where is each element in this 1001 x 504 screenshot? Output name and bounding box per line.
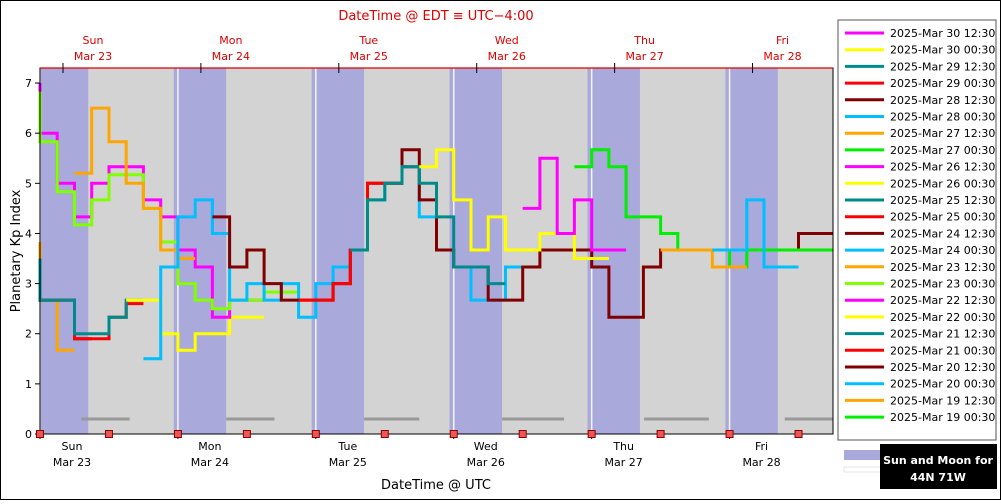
legend-label: 2025-Mar 20 12:30 [890, 361, 995, 374]
x-tick-date: Mar 25 [329, 456, 367, 469]
legend-label: 2025-Mar 25 12:30 [890, 194, 995, 207]
series-line [74, 106, 196, 260]
legend-label: 2025-Mar 23 00:30 [890, 278, 995, 291]
y-tick-label: 1 [25, 378, 32, 391]
legend-label: 2025-Mar 22 12:30 [890, 294, 995, 307]
x-tick-date: Mar 23 [53, 456, 91, 469]
day-marker [36, 430, 44, 438]
day-marker [449, 430, 458, 438]
legend-label: 2025-Mar 26 12:30 [890, 161, 995, 174]
day-marker [656, 430, 665, 438]
top-x-tick-dow: Thu [633, 34, 655, 47]
day-marker [104, 430, 113, 438]
top-x-tick-date: Mar 23 [74, 50, 112, 63]
top-x-tick-dow: Wed [495, 34, 519, 47]
legend-label: 2025-Mar 27 00:30 [890, 144, 995, 157]
top-x-axis: Sun Mar 23 Mon Mar 24 Tue Mar 25 Wed Mar 26 Thu M… [62, 34, 802, 73]
y-tick-label: 7 [25, 77, 32, 90]
y-tick-label: 6 [25, 127, 32, 140]
legend-label: 2025-Mar 29 00:30 [890, 77, 995, 90]
legend-label: 2025-Mar 20 00:30 [890, 378, 995, 391]
legend-night-swatch [844, 450, 884, 460]
legend-label: 2025-Mar 26 00:30 [890, 177, 995, 190]
legend-label: 2025-Mar 22 00:30 [890, 311, 995, 324]
top-x-tick-dow: Mon [219, 34, 242, 47]
y-axis: 0 1 2 3 4 5 6 7 [25, 77, 40, 441]
top-x-tick-dow: Tue [358, 34, 378, 47]
legend-label: 2025-Mar 29 12:30 [890, 60, 995, 73]
legend-label: 2025-Mar 24 00:30 [890, 244, 995, 257]
bottom-axis-title: DateTime @ UTC [381, 478, 491, 493]
legend: 2025-Mar 30 12:30 2025-Mar 30 00:30 2025-M… [845, 27, 995, 424]
y-tick-label: 5 [25, 177, 32, 190]
legend-label: 2025-Mar 19 00:30 [890, 411, 995, 424]
day-marker [311, 430, 320, 438]
top-x-tick-date: Mar 26 [488, 50, 526, 63]
legend-label: 2025-Mar 25 00:30 [890, 211, 995, 224]
sun-moon-badge [880, 444, 997, 489]
x-tick-dow: Tue [337, 440, 357, 453]
day-marker [380, 430, 389, 438]
y-tick-label: 0 [25, 428, 32, 441]
legend-label: 2025-Mar 23 12:30 [890, 261, 995, 274]
y-tick-label: 4 [25, 227, 32, 240]
legend-label: 2025-Mar 19 12:30 [890, 394, 995, 407]
top-x-tick-date: Mar 27 [626, 50, 664, 63]
legend-label: 2025-Mar 24 12:30 [890, 227, 995, 240]
series-line [522, 156, 627, 252]
legend-label: 2025-Mar 30 12:30 [890, 27, 995, 40]
day-marker [518, 430, 527, 438]
day-marker [242, 430, 251, 438]
legend-label: 2025-Mar 28 12:30 [890, 94, 995, 107]
top-x-tick-dow: Sun [83, 34, 104, 47]
series-line [712, 198, 799, 269]
legend-box [837, 19, 997, 441]
legend-label: 2025-Mar 21 12:30 [890, 328, 995, 341]
top-x-tick-date: Mar 28 [763, 50, 801, 63]
night-band [40, 68, 89, 434]
legend-label: 2025-Mar 30 00:30 [890, 44, 995, 57]
y-axis-title: Planetary Kp Index [9, 189, 24, 312]
x-tick-dow: Thu [612, 440, 634, 453]
legend-label: 2025-Mar 27 12:30 [890, 127, 995, 140]
x-tick-date: Mar 28 [742, 456, 780, 469]
day-marker [725, 430, 734, 438]
x-tick-date: Mar 27 [605, 456, 643, 469]
series-line [350, 165, 506, 286]
top-x-tick-dow: Fri [776, 34, 789, 47]
top-x-tick-date: Mar 25 [350, 50, 388, 63]
badge-line2: 44N 71W [910, 471, 966, 484]
day-marker [173, 430, 182, 438]
x-tick-date: Mar 24 [191, 456, 229, 469]
legend-label: 2025-Mar 28 00:30 [890, 111, 995, 124]
x-tick-dow: Mon [198, 440, 221, 453]
day-marker [587, 430, 596, 438]
x-tick-date: Mar 26 [467, 456, 505, 469]
x-tick-dow: Sun [62, 440, 83, 453]
badge-line1: Sun and Moon for [883, 454, 993, 467]
bottom-x-axis: Sun Mar 23 Mon Mar 24 Tue Mar 25 Wed Mar 26 Thu M… [36, 430, 803, 469]
x-tick-dow: Fri [755, 440, 768, 453]
legend-label: 2025-Mar 21 00:30 [890, 344, 995, 357]
y-tick-label: 2 [25, 328, 32, 341]
top-x-tick-date: Mar 24 [212, 50, 250, 63]
legend-moon-swatch [843, 466, 885, 473]
x-tick-dow: Wed [474, 440, 498, 453]
y-tick-label: 3 [25, 278, 32, 291]
top-axis-title: DateTime @ EDT ≡ UTC−4:00 [338, 9, 533, 24]
day-marker [794, 430, 803, 438]
